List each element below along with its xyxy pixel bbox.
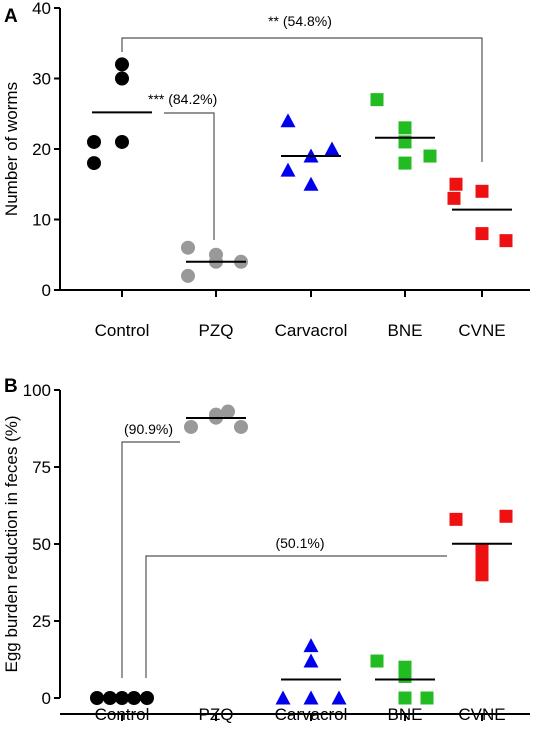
data-point <box>475 543 489 557</box>
data-point <box>115 71 129 86</box>
x-tick-label: Carvacrol <box>275 705 348 724</box>
panel-a: 0 10 20 30 40 Number of worms Control PZQ Carvac… <box>2 0 530 340</box>
x-tick-label: Control <box>95 321 150 340</box>
data-point <box>303 176 319 191</box>
data-point <box>184 419 198 434</box>
x-tick-label: PZQ <box>199 705 234 724</box>
y-axis-title: Egg burden reduction in feces (%) <box>2 415 21 672</box>
y-tick-label: 50 <box>32 535 51 554</box>
y-tick-label: 75 <box>32 458 51 477</box>
data-point <box>499 509 513 523</box>
significance-bracket <box>164 112 215 240</box>
data-point <box>370 654 384 668</box>
annotation-label: (50.1%) <box>275 535 324 551</box>
annotation-label: (90.9%) <box>124 421 173 437</box>
data-point <box>398 156 412 170</box>
data-point <box>181 240 195 255</box>
y-tick-label: 25 <box>32 612 51 631</box>
annotation-label: *** (84.2%) <box>148 91 217 107</box>
y-tick-label: 100 <box>23 381 51 400</box>
x-tick-label: CVNE <box>458 705 505 724</box>
x-tick-label: BNE <box>388 705 423 724</box>
data-point <box>209 247 223 262</box>
data-point <box>280 113 296 128</box>
data-point <box>475 568 489 582</box>
y-axis-title: Number of worms <box>2 82 21 216</box>
data-point <box>449 177 463 191</box>
data-point <box>221 404 235 419</box>
y-tick-label: 0 <box>42 689 51 708</box>
data-point <box>423 149 437 163</box>
data-point <box>181 268 195 283</box>
x-tick-label: PZQ <box>199 321 234 340</box>
data-point <box>303 638 319 653</box>
panel-b-letter: B <box>4 376 18 397</box>
data-point <box>398 691 412 705</box>
x-tick-label: Carvacrol <box>275 321 348 340</box>
y-tick-label: 0 <box>42 281 51 300</box>
y-tick-label: 30 <box>32 70 51 89</box>
data-point <box>87 156 101 171</box>
significance-bracket <box>121 441 180 678</box>
data-point <box>275 690 291 705</box>
data-point <box>280 162 296 177</box>
data-point <box>303 690 319 705</box>
data-point <box>115 134 129 149</box>
data-point <box>475 555 489 569</box>
data-point <box>331 690 347 705</box>
x-tick-label: BNE <box>388 321 423 340</box>
significance-bracket <box>145 555 447 678</box>
data-point <box>398 669 412 683</box>
data-point <box>449 512 463 526</box>
data-point <box>234 419 248 434</box>
data-point <box>87 134 101 149</box>
x-tick-label: Control <box>95 705 150 724</box>
data-point <box>303 653 319 668</box>
data-point <box>475 227 489 241</box>
annotation-label: ** (54.8%) <box>268 13 332 29</box>
panel-a-letter: A <box>4 6 18 27</box>
x-tick-label: CVNE <box>458 321 505 340</box>
data-point <box>370 93 384 107</box>
data-point <box>420 691 434 705</box>
data-point <box>475 184 489 198</box>
data-point <box>324 141 340 156</box>
y-tick-label: 10 <box>32 211 51 230</box>
data-point <box>499 234 513 248</box>
data-point <box>447 191 461 205</box>
data-point <box>115 57 129 72</box>
y-tick-label: 40 <box>32 0 51 18</box>
significance-bracket <box>121 37 483 162</box>
y-tick-label: 20 <box>32 140 51 159</box>
data-point <box>398 121 412 135</box>
